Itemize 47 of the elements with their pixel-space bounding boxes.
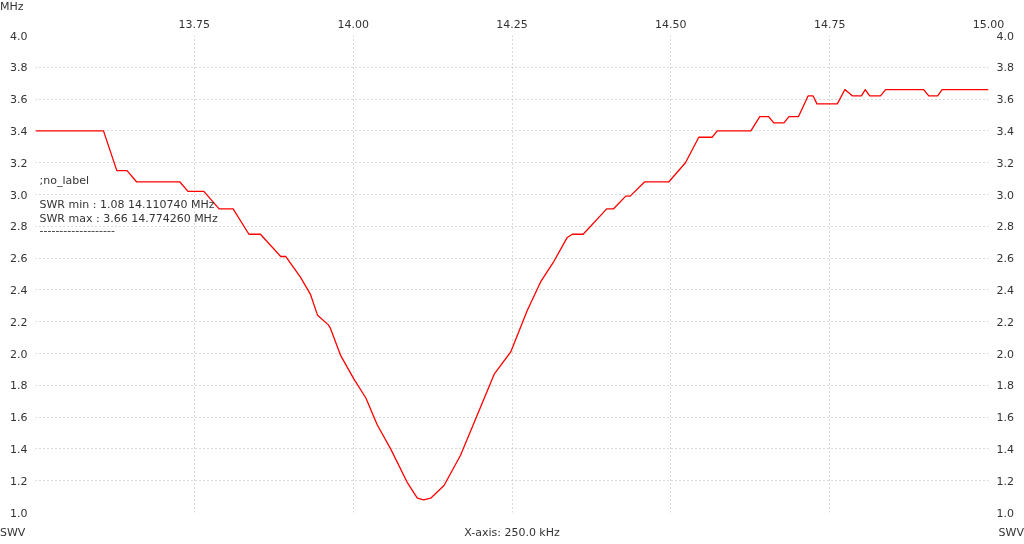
y2-tick-label: 1.0 xyxy=(996,506,1014,520)
y-tick-label: 1.0 xyxy=(10,506,28,520)
y2-tick-label: 1.6 xyxy=(996,411,1014,425)
y2-tick-label: 1.8 xyxy=(996,379,1014,393)
x-axis-title: MHz xyxy=(0,0,24,14)
y2-tick-label: 1.4 xyxy=(996,442,1014,456)
y2-tick-label: 2.8 xyxy=(996,220,1014,234)
y2-tick-label: 3.8 xyxy=(996,61,1014,75)
annotation: ;no_label xyxy=(39,173,90,187)
y2-tick-label: 2.4 xyxy=(996,283,1014,297)
x-tick-label: 13.75 xyxy=(178,17,211,31)
y2-tick-label: 4.0 xyxy=(996,29,1014,43)
text: X-axis: 250.0 kHz xyxy=(464,526,560,540)
x-tick-label: 14.75 xyxy=(813,17,846,31)
y-tick-label: 3.8 xyxy=(10,61,28,75)
y2-tick-label: 3.6 xyxy=(996,93,1014,107)
y-tick-label: 2.8 xyxy=(10,220,28,234)
y-tick-label: 1.6 xyxy=(10,411,28,425)
y2-tick-label: 3.4 xyxy=(996,124,1014,138)
y-tick-label: 2.4 xyxy=(10,283,28,297)
y2-tick-label: 2.2 xyxy=(996,315,1014,329)
x-tick-label: 14.25 xyxy=(496,17,528,31)
annotation: SWR max : 3.66 14.774260 MHz xyxy=(39,211,218,225)
y-tick-label: 3.2 xyxy=(10,156,28,170)
y-axis-title: SWV xyxy=(0,526,26,540)
x-tick-label: 14.00 xyxy=(337,17,369,31)
annotation: ------------------- xyxy=(39,223,115,237)
line-series xyxy=(35,88,989,501)
annotation: SWR min : 1.08 14.110740 MHz xyxy=(39,197,215,211)
y2-tick-label: 1.2 xyxy=(996,474,1014,488)
y2-axis-title: SWV xyxy=(998,526,1024,540)
y2-tick-label: 3.0 xyxy=(996,188,1014,202)
y-tick-label: 2.0 xyxy=(10,347,28,361)
y2-tick-label: 2.0 xyxy=(996,347,1014,361)
y-tick-label: 4.0 xyxy=(10,29,28,43)
x-tick-label: 14.50 xyxy=(655,17,687,31)
x-tick-label: 15.00 xyxy=(972,17,1005,31)
y-tick-label: 1.2 xyxy=(10,474,28,488)
y-tick-label: 2.6 xyxy=(10,252,28,266)
y-tick-label: 3.6 xyxy=(10,93,28,107)
y2-tick-label: 3.2 xyxy=(996,156,1014,170)
y-tick-label: 1.8 xyxy=(10,379,28,393)
y2-tick-label: 2.6 xyxy=(996,252,1014,266)
y-tick-label: 3.0 xyxy=(10,188,28,202)
y-tick-label: 1.4 xyxy=(10,442,28,456)
y-tick-label: 2.2 xyxy=(10,315,28,329)
y-tick-label: 3.4 xyxy=(10,124,28,138)
